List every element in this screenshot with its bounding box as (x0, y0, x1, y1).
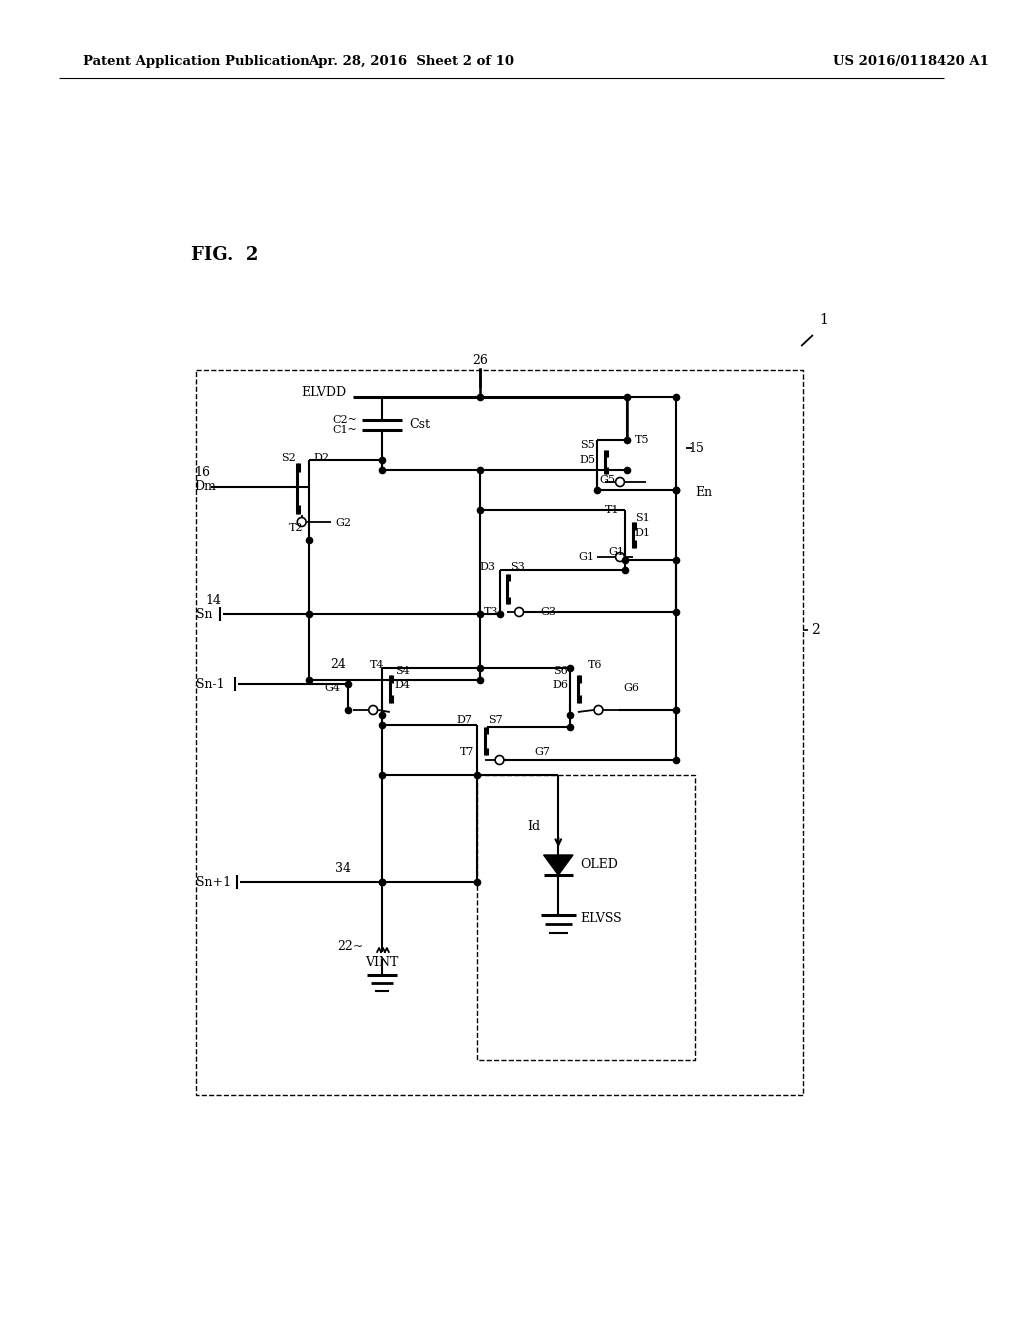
Text: En: En (695, 486, 713, 499)
Text: 2: 2 (811, 623, 820, 638)
Text: 34: 34 (335, 862, 351, 874)
Text: G1: G1 (579, 552, 595, 562)
Text: Apr. 28, 2016  Sheet 2 of 10: Apr. 28, 2016 Sheet 2 of 10 (308, 55, 514, 69)
Text: D7: D7 (457, 715, 472, 725)
Text: T4: T4 (371, 660, 385, 671)
Text: S7: S7 (488, 715, 503, 725)
Text: C1~: C1~ (333, 425, 357, 436)
Text: FIG.  2: FIG. 2 (191, 246, 258, 264)
Text: 14: 14 (206, 594, 221, 606)
Text: 16: 16 (195, 466, 211, 479)
Text: OLED: OLED (580, 858, 617, 871)
Text: Sn: Sn (196, 607, 212, 620)
Text: Id: Id (527, 820, 541, 833)
Text: D3: D3 (480, 562, 496, 572)
Text: Sn-1: Sn-1 (196, 677, 224, 690)
Text: S1: S1 (635, 513, 649, 523)
Text: S5: S5 (581, 440, 595, 450)
Text: 15: 15 (688, 441, 705, 454)
Text: T7: T7 (461, 747, 475, 756)
Text: 24: 24 (330, 659, 346, 672)
Text: T1: T1 (605, 506, 620, 515)
Bar (196, 370, 803, 1096)
Text: US 2016/0118420 A1: US 2016/0118420 A1 (833, 55, 988, 69)
Text: G7: G7 (535, 747, 551, 756)
Text: S2: S2 (282, 453, 296, 463)
Text: T3: T3 (484, 607, 499, 616)
Text: D1: D1 (635, 528, 650, 539)
Text: G2: G2 (335, 517, 351, 528)
Text: Cst: Cst (410, 418, 430, 432)
Text: D4: D4 (394, 680, 411, 690)
Text: 26: 26 (472, 354, 487, 367)
Text: G4: G4 (325, 682, 341, 693)
Text: S4: S4 (394, 667, 410, 676)
Text: Dm: Dm (194, 480, 216, 494)
Bar (477, 775, 695, 1060)
Text: S6: S6 (553, 667, 567, 676)
Text: ELVDD: ELVDD (302, 387, 347, 400)
Text: D2: D2 (313, 453, 330, 463)
Text: T2: T2 (289, 523, 303, 533)
Text: T5: T5 (635, 436, 649, 445)
Text: C2~: C2~ (333, 414, 357, 425)
Text: D5: D5 (580, 455, 596, 465)
Text: G3: G3 (541, 607, 557, 616)
Text: 22~: 22~ (338, 940, 364, 953)
Text: Sn+1: Sn+1 (196, 875, 231, 888)
Text: ELVSS: ELVSS (580, 912, 622, 924)
Text: G6: G6 (623, 682, 639, 693)
Text: VINT: VINT (366, 957, 398, 969)
Text: Patent Application Publication: Patent Application Publication (83, 55, 310, 69)
Text: D6: D6 (552, 680, 568, 690)
Text: S3: S3 (510, 562, 524, 572)
Text: T6: T6 (588, 660, 602, 671)
Text: G1: G1 (608, 546, 625, 557)
Text: G5: G5 (599, 475, 615, 484)
Polygon shape (544, 855, 573, 875)
Text: 1: 1 (819, 313, 827, 327)
